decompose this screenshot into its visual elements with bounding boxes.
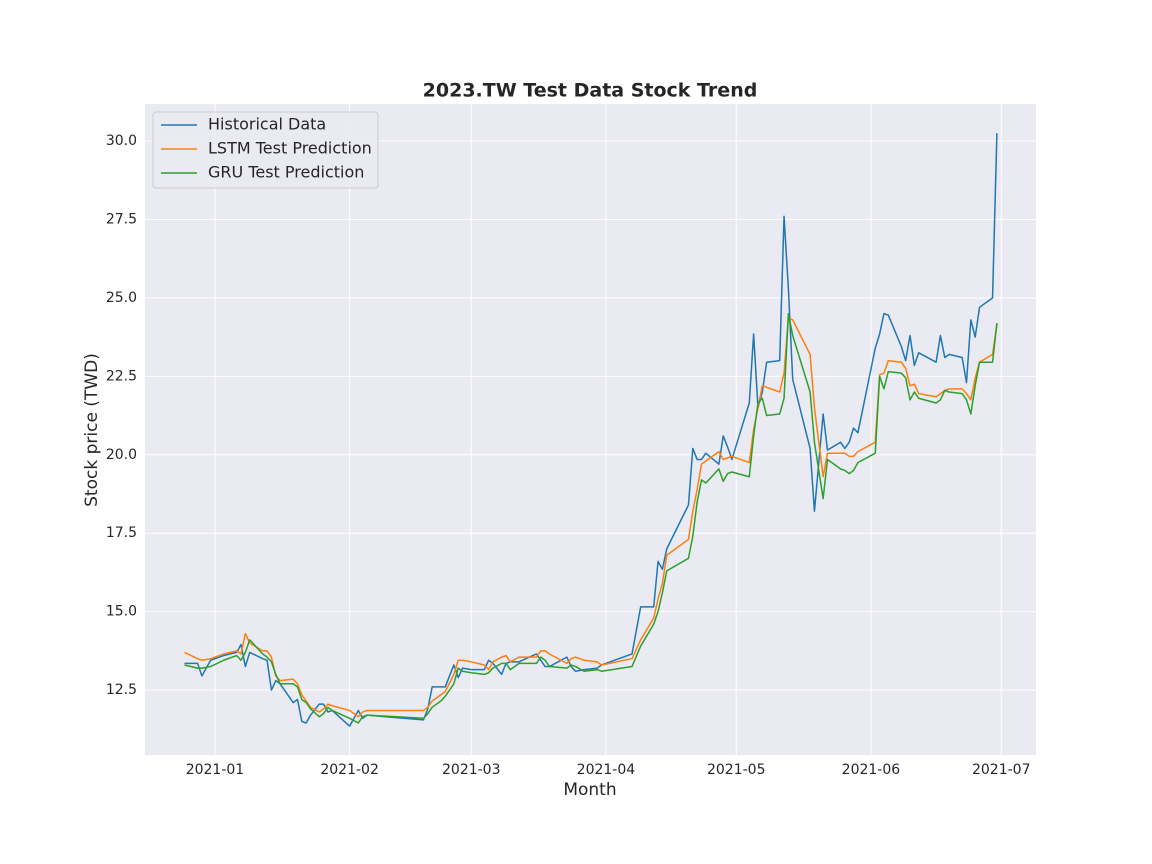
- legend: Historical Data LSTM Test Prediction GRU T…: [152, 111, 379, 189]
- x-tick-label: 2021-02: [320, 762, 379, 778]
- chart-title: 2023.TW Test Data Stock Trend: [423, 80, 758, 102]
- y-tick-label: 27.5: [106, 211, 137, 227]
- x-tick-label: 2021-05: [707, 762, 766, 778]
- y-tick-label: 17.5: [106, 525, 137, 541]
- y-tick-label: 15.0: [106, 604, 137, 620]
- legend-box: [152, 111, 379, 189]
- y-tick-label: 20.0: [106, 447, 137, 463]
- x-axis-label: Month: [563, 780, 616, 800]
- legend-label: GRU Test Prediction: [208, 163, 364, 182]
- y-tick-label: 12.5: [106, 682, 137, 698]
- x-tick-label: 2021-04: [577, 762, 636, 778]
- y-axis-label: Stock price (TWD): [82, 353, 102, 507]
- x-tick-label: 2021-03: [442, 762, 501, 778]
- legend-label: Historical Data: [208, 115, 326, 134]
- series-line: [184, 312, 998, 724]
- x-tick-label: 2021-07: [972, 762, 1031, 778]
- grid: [145, 104, 1036, 755]
- y-tick-label: 22.5: [106, 368, 137, 384]
- legend-label: LSTM Test Prediction: [208, 139, 372, 158]
- y-tick-label: 25.0: [106, 290, 137, 306]
- series-line: [184, 133, 998, 727]
- x-tick-label: 2021-01: [186, 762, 245, 778]
- plot-area: [145, 104, 1036, 755]
- x-tick-label: 2021-06: [842, 762, 901, 778]
- lines: [184, 133, 998, 727]
- y-tick-label: 30.0: [106, 133, 137, 149]
- series-line: [184, 317, 998, 718]
